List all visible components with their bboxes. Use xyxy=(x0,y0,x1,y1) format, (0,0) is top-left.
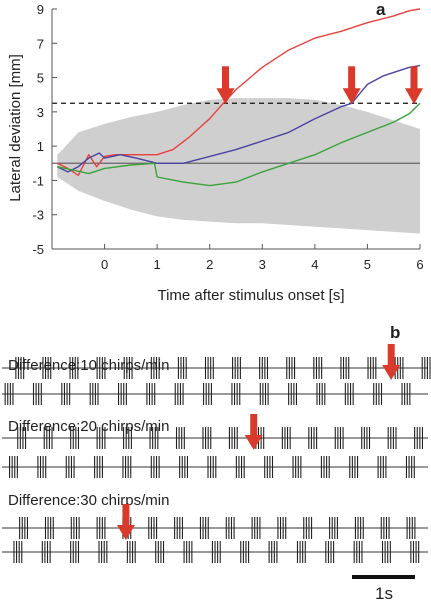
series-line-0 xyxy=(56,8,421,177)
group-label-20: Difference:20 chirps/min xyxy=(8,418,169,435)
arrow-shaft xyxy=(410,66,418,91)
series-line-1 xyxy=(56,64,421,173)
group-label-30: Difference:30 chirps/min xyxy=(8,492,169,509)
arrow-shaft xyxy=(348,66,356,91)
arrow-shaft xyxy=(221,66,229,91)
x-tick-label: 1 xyxy=(154,257,161,272)
y-tick-label: 9 xyxy=(37,2,44,17)
y-tick-label: -3 xyxy=(32,208,44,223)
raster-arrow-head xyxy=(116,525,135,540)
series-line-2 xyxy=(57,102,421,187)
panel-a-label: a xyxy=(376,0,386,19)
tick-labels: -5 -3 -1 1 3 5 7 9 0 1 2 3 4 5 6 xyxy=(32,2,423,272)
trajectory-lines xyxy=(52,8,421,187)
x-tick-label: 3 xyxy=(259,257,266,272)
y-tick-label: 3 xyxy=(37,105,44,120)
y-tick-label: 1 xyxy=(37,139,44,154)
x-tick-label: 2 xyxy=(206,257,213,272)
raster-arrow-head xyxy=(244,435,263,450)
x-tick-label: 5 xyxy=(364,257,371,272)
y-tick-label: -5 xyxy=(32,242,44,257)
x-tick-label: 0 xyxy=(101,257,108,272)
arrow-head xyxy=(216,88,235,105)
axes xyxy=(51,8,421,250)
arrow-head xyxy=(405,88,423,105)
group-label-10: Difference:10 chirps/min xyxy=(8,357,169,374)
raster-arrow-head xyxy=(382,365,401,380)
x-tick-label: 4 xyxy=(311,257,318,272)
y-axis-label: Lateral deviation [mm] xyxy=(7,54,24,202)
raster-rows xyxy=(2,357,431,563)
raster-arrow-shaft xyxy=(250,414,258,436)
y-tick-label: 7 xyxy=(37,36,44,51)
chirp-raster-panel: b Difference:10 chirps/min Difference:20… xyxy=(2,323,431,600)
arrow-head xyxy=(342,88,361,105)
raster-arrow-shaft xyxy=(122,504,130,526)
panel-b-label: b xyxy=(390,323,400,342)
raster-arrow-shaft xyxy=(387,344,395,366)
variability-band xyxy=(57,98,421,234)
lateral-deviation-chart: -5 -3 -1 1 3 5 7 9 0 1 2 3 4 5 6 a Time after stimulus… xyxy=(7,0,424,304)
y-tick-label: -1 xyxy=(32,173,44,188)
x-axis-label: Time after stimulus onset [s] xyxy=(157,287,344,304)
variability-band-area xyxy=(57,98,421,234)
x-tick-label: 6 xyxy=(416,257,423,272)
y-tick-label: 5 xyxy=(37,71,44,86)
scale-bar-label: 1s xyxy=(375,584,393,600)
threshold-arrows xyxy=(216,66,423,105)
raster-arrows xyxy=(116,344,401,540)
